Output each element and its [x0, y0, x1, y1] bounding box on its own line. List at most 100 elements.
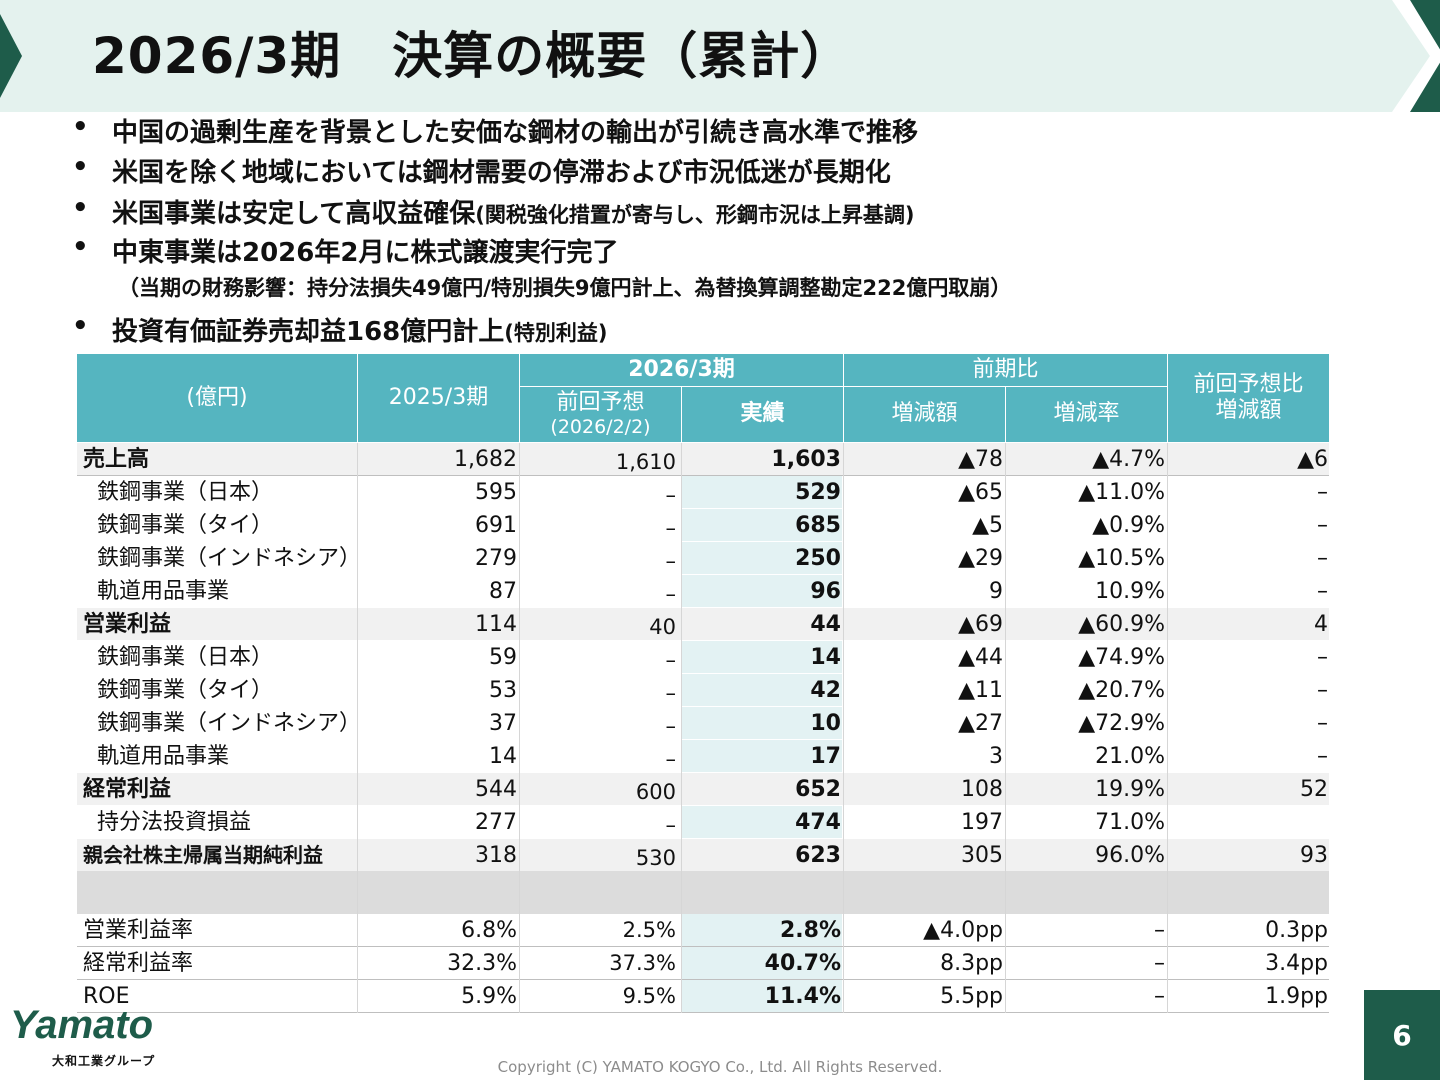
- actual-highlight: [681, 914, 842, 1013]
- cell-vs-forecast: –: [1317, 711, 1328, 736]
- cell-vs-forecast: [1167, 806, 1329, 839]
- table-row: 鉄鋼事業（タイ） 53 – 42 ▲11 ▲20.7% –: [77, 674, 1329, 707]
- cell-rate: 71.0%: [1095, 810, 1165, 835]
- bullet-subline: （当期の財務影響：持分法損失49億円/特別損失9億円計上、為替換算調整勘定222…: [118, 276, 1012, 300]
- cell-prev-year: 59: [489, 645, 517, 670]
- cell-actual: 11.4%: [764, 984, 841, 1009]
- cell-rate: ▲60.9%: [1078, 612, 1165, 637]
- row-divider: [77, 979, 1329, 980]
- bullet-text: 中東事業は2026年2月に株式譲渡実行完了: [112, 238, 619, 268]
- cell-actual: 1,603: [771, 447, 841, 472]
- cell-vs-forecast: –: [1317, 513, 1328, 538]
- cell-diff: ▲65: [958, 480, 1003, 505]
- cell-prev-year: 544: [475, 777, 517, 802]
- cell-actual: 652: [795, 777, 841, 802]
- cell-prev-year: 691: [475, 513, 517, 538]
- header-forecast-label: 前回予想: [556, 389, 645, 415]
- cell-actual: 623: [795, 843, 841, 868]
- cell-diff: ▲4.0pp: [923, 918, 1003, 943]
- cell-actual: 42: [810, 678, 841, 703]
- cell-prev-year: 32.3%: [447, 951, 517, 976]
- cell-vs-forecast: 0.3pp: [1265, 918, 1328, 943]
- table-separator: [77, 871, 1329, 914]
- cell-forecast: 9.5%: [622, 984, 676, 1008]
- header-current-group: 2026/3期: [520, 354, 843, 386]
- company-logo: Yamato: [10, 1003, 210, 1052]
- row-divider: [77, 1012, 1329, 1013]
- cell-diff: 108: [961, 777, 1003, 802]
- cell-forecast: –: [665, 714, 677, 738]
- cell-forecast: 530: [635, 846, 676, 870]
- cell-prev-year: 6.8%: [461, 918, 517, 943]
- cell-vs-forecast: ▲6: [1297, 447, 1328, 472]
- cell-forecast: –: [665, 483, 677, 507]
- cell-rate: 19.9%: [1095, 777, 1165, 802]
- bullet-marker: •: [72, 232, 89, 262]
- cell-rate: ▲4.7%: [1092, 447, 1165, 472]
- cell-prev-year: 318: [475, 843, 517, 868]
- cell-vs-forecast: 1.9pp: [1265, 984, 1328, 1009]
- row-label: 鉄鋼事業（日本）: [97, 480, 274, 505]
- row-label: 売上高: [83, 447, 150, 472]
- cell-rate: ▲11.0%: [1078, 480, 1165, 505]
- bullet-text-wrap: 米国事業は安定して高収益確保(関税強化措置が寄与し、形鋼市況は上昇基調): [112, 193, 914, 230]
- bullet-text: 米国事業は安定して高収益確保: [112, 199, 476, 229]
- header-diff: 増減額: [844, 387, 1005, 442]
- bullet-marker: •: [72, 311, 89, 341]
- cell-forecast: –: [665, 648, 677, 672]
- column-divider: [357, 443, 358, 1013]
- cell-actual: 474: [795, 810, 841, 835]
- row-label: 鉄鋼事業（日本）: [97, 645, 274, 670]
- cell-prev-year: 1,682: [454, 447, 517, 472]
- copyright-notice: Copyright (C) YAMATO KOGYO Co., Ltd. All…: [497, 1058, 943, 1076]
- cell-vs-forecast: –: [1317, 744, 1328, 769]
- header-actual: 実績: [682, 387, 843, 442]
- cell-vs-forecast: –: [1317, 579, 1328, 604]
- header-vs-forecast-line1: 前回予想比: [1193, 371, 1304, 397]
- table-row: 鉄鋼事業（インドネシア） 37 – 10 ▲27 ▲72.9% –: [77, 707, 1329, 740]
- cell-vs-forecast: –: [1317, 546, 1328, 571]
- cell-prev-year: 114: [475, 612, 517, 637]
- cell-forecast: –: [665, 549, 677, 573]
- cell-diff: ▲78: [958, 447, 1003, 472]
- cell-vs-forecast: 52: [1300, 777, 1328, 802]
- row-divider: [77, 946, 1329, 947]
- cell-actual: 2.8%: [779, 918, 841, 943]
- cell-diff: ▲5: [972, 513, 1003, 538]
- cell-actual: 529: [795, 480, 841, 505]
- cell-rate: ▲10.5%: [1078, 546, 1165, 571]
- cell-diff: ▲27: [958, 711, 1003, 736]
- header-unit: (億円): [77, 354, 357, 442]
- cell-forecast: 1,610: [615, 450, 676, 474]
- table-row: 軌道用品事業 14 – 17 3 21.0% –: [77, 740, 1329, 773]
- cell-diff: ▲44: [958, 645, 1003, 670]
- table-row: 営業利益率 6.8% 2.5% 2.8% ▲4.0pp – 0.3pp: [77, 914, 1329, 947]
- column-divider: [843, 443, 844, 1013]
- cell-diff: 305: [961, 843, 1003, 868]
- cell-prev-year: 5.9%: [461, 984, 517, 1009]
- cell-forecast: –: [665, 681, 677, 705]
- table-row: 鉄鋼事業（タイ） 691 – 685 ▲5 ▲0.9% –: [77, 509, 1329, 542]
- cell-actual: 40.7%: [764, 951, 841, 976]
- row-divider: [77, 475, 1329, 476]
- cell-forecast: 37.3%: [609, 951, 676, 975]
- cell-prev-year: 277: [475, 810, 517, 835]
- cell-rate: ▲20.7%: [1078, 678, 1165, 703]
- bullet-marker: •: [72, 112, 89, 142]
- cell-vs-forecast: 93: [1300, 843, 1328, 868]
- cell-actual: 10: [810, 711, 841, 736]
- cell-prev-year: 14: [489, 744, 517, 769]
- header-rate: 増減率: [1006, 387, 1167, 442]
- column-divider: [681, 443, 682, 1013]
- table-row: 営業利益 114 40 44 ▲69 ▲60.9% 4: [77, 608, 1329, 641]
- row-label: 経常利益率: [83, 951, 194, 976]
- bullet-text: 中国の過剰生産を背景とした安価な鋼材の輸出が引続き高水準で推移: [112, 118, 919, 148]
- cell-diff: 3: [989, 744, 1003, 769]
- cell-forecast: –: [665, 747, 677, 771]
- cell-actual: 44: [810, 612, 841, 637]
- table-row: 持分法投資損益 277 – 474 197 71.0%: [77, 806, 1329, 839]
- cell-diff: ▲29: [958, 546, 1003, 571]
- cell-rate: 96.0%: [1095, 843, 1165, 868]
- cell-forecast: 2.5%: [622, 918, 676, 942]
- header-prev-year: 2025/3期: [358, 354, 519, 442]
